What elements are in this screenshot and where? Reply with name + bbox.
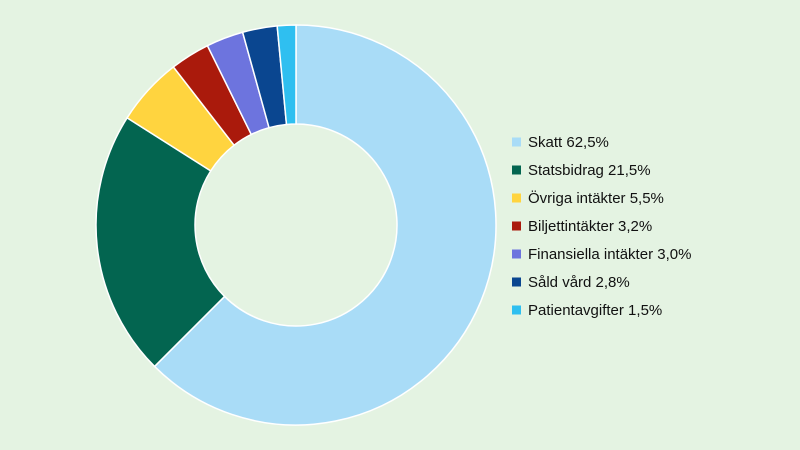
legend-swatch-0 [512,137,521,147]
legend-swatch-6 [512,305,521,315]
legend-swatch-1 [512,165,521,175]
legend-label-0: Skatt 62,5% [528,134,609,151]
legend-swatch-4 [512,249,521,259]
legend-label-3: Biljettintäkter 3,2% [528,218,652,235]
legend-swatch-2 [512,193,521,203]
legend-swatch-5 [512,277,521,287]
legend-swatch-3 [512,221,521,231]
legend-label-2: Övriga intäkter 5,5% [528,189,664,207]
legend-label-6: Patientavgifter 1,5% [528,302,662,319]
slice-1 [95,116,226,368]
legend-label-4: Finansiella intäkter 3,0% [528,246,691,263]
legend-label-5: Såld vård 2,8% [528,274,630,291]
slice-0 [153,24,497,426]
legend-label-1: Statsbidrag 21,5% [528,162,651,179]
legend: Skatt 62,5% Statsbidrag 21,5% Övriga intäk… [512,134,691,319]
donut-slices [95,24,497,426]
slice-6 [276,24,297,126]
